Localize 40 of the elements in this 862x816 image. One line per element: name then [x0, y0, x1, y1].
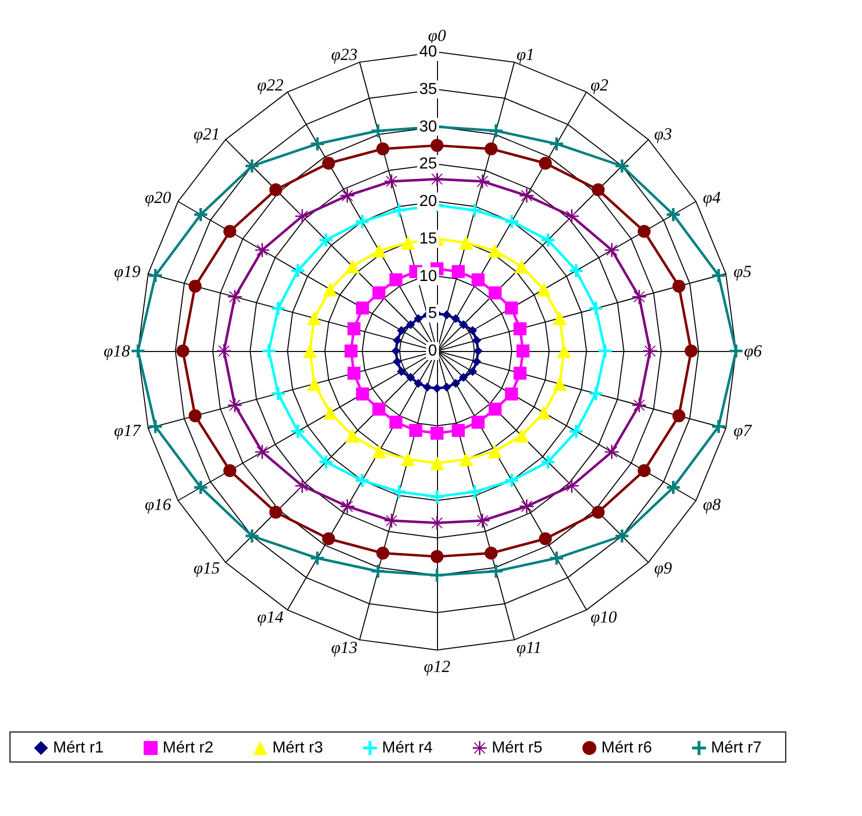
spoke-label: φ4	[702, 188, 722, 207]
spoke-label: φ14	[257, 607, 284, 626]
spoke-label: φ3	[654, 124, 672, 144]
y-tick-label: 20	[419, 193, 438, 210]
y-tick-label: 40	[419, 44, 438, 60]
spoke-label: φ10	[590, 607, 618, 626]
legend-label: Mért r7	[711, 740, 762, 756]
y-tick-label: 15	[419, 230, 438, 248]
spoke-label: φ23	[331, 44, 358, 64]
spoke-label: φ11	[516, 638, 542, 658]
legend-label: Mért r3	[272, 740, 324, 756]
y-tick-label: 0	[428, 342, 438, 360]
spoke-label: φ15	[194, 558, 220, 578]
spoke-label: φ0	[428, 26, 446, 45]
y-tick-label: 30	[419, 118, 438, 136]
legend-label: Mért r5	[492, 740, 542, 756]
spoke-label: φ20	[144, 188, 172, 207]
legend-label: Mért r1	[53, 740, 104, 756]
legend-label: Mért r2	[162, 740, 214, 756]
spoke-label: φ5	[734, 262, 752, 282]
spoke-label: φ8	[702, 495, 722, 514]
spoke-label: φ7	[734, 420, 753, 440]
spoke-label: φ22	[257, 76, 284, 95]
spoke-label: φ13	[331, 638, 358, 658]
y-tick-label: 25	[419, 156, 438, 173]
spoke-label: φ17	[114, 420, 142, 440]
spoke-label: φ18	[104, 342, 130, 360]
spoke-label: φ16	[144, 495, 172, 514]
spoke-label: φ12	[424, 657, 451, 676]
y-tick-label: 5	[428, 305, 438, 322]
spoke-label: φ6	[744, 342, 762, 360]
spoke-label: φ19	[114, 262, 141, 282]
legend-label: Mért r4	[382, 740, 433, 756]
y-tick-label: 35	[419, 80, 438, 98]
spoke-label: φ2	[590, 76, 609, 95]
y-tick-label: 10	[419, 268, 438, 285]
spoke-label: φ9	[654, 558, 672, 578]
spoke-label: φ21	[194, 124, 220, 144]
spoke-label: φ1	[516, 44, 534, 64]
legend-label: Mért r6	[601, 740, 652, 756]
